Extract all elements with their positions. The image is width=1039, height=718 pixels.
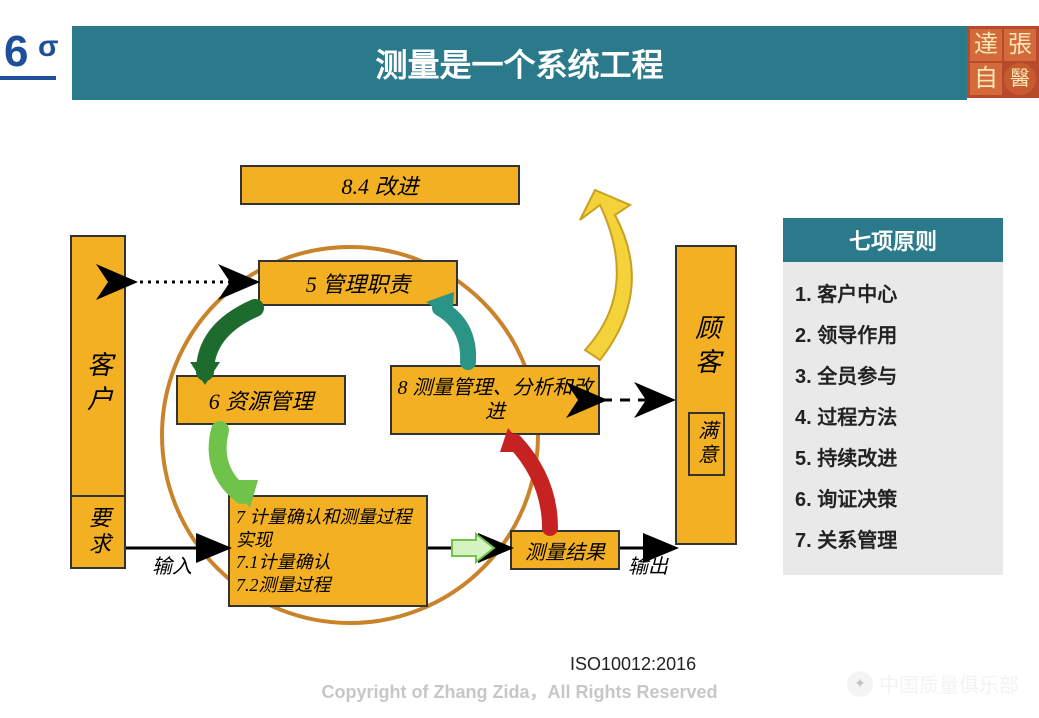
watermark: ✦ 中国质量俱乐部 [847,669,1019,698]
node-label: 6 资源管理 [209,384,314,416]
principle-item: 2. 领导作用 [795,313,991,354]
stamp-char: 張 [1003,28,1037,62]
principle-item: 7. 关系管理 [795,518,991,559]
node-sub-label: 满意 [688,412,725,476]
principles-panel: 七项原则 1. 客户中心 2. 领导作用 3. 全员参与 4. 过程方法 5. … [783,218,1003,575]
node-label: 测量结果 [525,536,605,565]
process-diagram: 客户 要求 顾客 满意 8.4 改进 5 管理职责 6 资源管理 8 测量管理、… [40,150,740,650]
node-customer-left: 客户 [70,235,126,535]
principle-item: 5. 持续改进 [795,436,991,477]
cycle-arrow-improve [580,190,632,360]
logo-sigma: σ [38,30,59,64]
node-require-left: 要求 [70,495,126,569]
edge-label-input: 输入 [152,550,192,579]
iso-label: ISO10012:2016 [570,654,696,675]
node-label: 客户 [80,351,117,419]
edge-label-output: 输出 [628,550,668,579]
node-measure-mgmt: 8 测量管理、分析和改进 [390,365,600,435]
node-measure-result: 测量结果 [510,530,620,570]
six-sigma-logo: 6 σ [0,26,72,78]
node-label: 5 管理职责 [306,267,411,299]
node-improve: 8.4 改进 [240,165,520,205]
node-label: 顾客 [688,314,725,382]
node-label: 8 测量管理、分析和改进 [392,376,598,424]
page-title: 测量是一个系统工程 [72,26,967,100]
node-label: 7 计量确认和测量过程实现 7.1计量确认 7.2测量过程 [230,506,426,596]
node-label: 要求 [82,506,114,558]
principle-item: 4. 过程方法 [795,395,991,436]
node-resource-mgmt: 6 资源管理 [176,375,346,425]
principle-item: 3. 全员参与 [795,354,991,395]
stamp-char: 自 [969,62,1003,96]
principles-list: 1. 客户中心 2. 领导作用 3. 全员参与 4. 过程方法 5. 持续改进 … [783,262,1003,565]
node-label: 8.4 改进 [341,169,418,201]
principle-item: 1. 客户中心 [795,272,991,313]
node-mgmt-resp: 5 管理职责 [258,260,458,306]
wechat-icon: ✦ [847,671,873,697]
node-customer-right: 顾客 满意 [675,245,737,545]
author-stamp: 達 張 自 醫 [967,26,1039,98]
principle-item: 6. 询证决策 [795,477,991,518]
logo-underline [0,76,56,80]
watermark-text: 中国质量俱乐部 [879,669,1019,698]
header-row: 6 σ 测量是一个系统工程 達 張 自 醫 [0,26,1039,100]
principles-header: 七项原则 [783,218,1003,262]
logo-six: 6 [4,27,28,76]
node-measure-proc: 7 计量确认和测量过程实现 7.1计量确认 7.2测量过程 [228,495,428,607]
stamp-char: 醫 [1003,62,1037,96]
stamp-char: 達 [969,28,1003,62]
